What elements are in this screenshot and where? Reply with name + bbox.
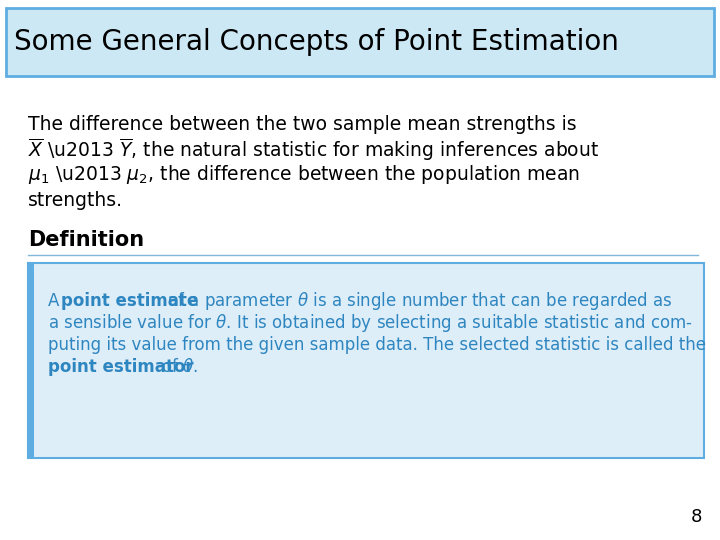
Text: a sensible value for $\theta$. It is obtained by selecting a suitable statistic : a sensible value for $\theta$. It is obt…	[48, 312, 693, 334]
Text: strengths.: strengths.	[28, 191, 123, 210]
Text: $\overline{X}$ \u2013 $\overline{Y}$, the natural statistic for making inference: $\overline{X}$ \u2013 $\overline{Y}$, th…	[28, 137, 599, 163]
Text: puting its value from the given sample data. The selected statistic is called th: puting its value from the given sample d…	[48, 336, 706, 354]
Text: A: A	[48, 292, 65, 310]
Text: The difference between the two sample mean strengths is: The difference between the two sample me…	[28, 116, 577, 134]
Text: of a parameter $\theta$ is a single number that can be regarded as: of a parameter $\theta$ is a single numb…	[162, 290, 672, 312]
FancyBboxPatch shape	[28, 263, 704, 458]
Text: point estimate: point estimate	[61, 292, 198, 310]
Text: $\mu_1$ \u2013 $\mu_2$, the difference between the population mean: $\mu_1$ \u2013 $\mu_2$, the difference b…	[28, 164, 580, 186]
Text: Definition: Definition	[28, 230, 144, 250]
Text: Some General Concepts of Point Estimation: Some General Concepts of Point Estimatio…	[14, 28, 619, 56]
FancyBboxPatch shape	[6, 8, 714, 76]
Text: point estimator: point estimator	[48, 358, 194, 376]
Text: of $\theta$.: of $\theta$.	[156, 358, 198, 376]
Bar	[28, 263, 34, 458]
Text: 8: 8	[690, 508, 702, 526]
